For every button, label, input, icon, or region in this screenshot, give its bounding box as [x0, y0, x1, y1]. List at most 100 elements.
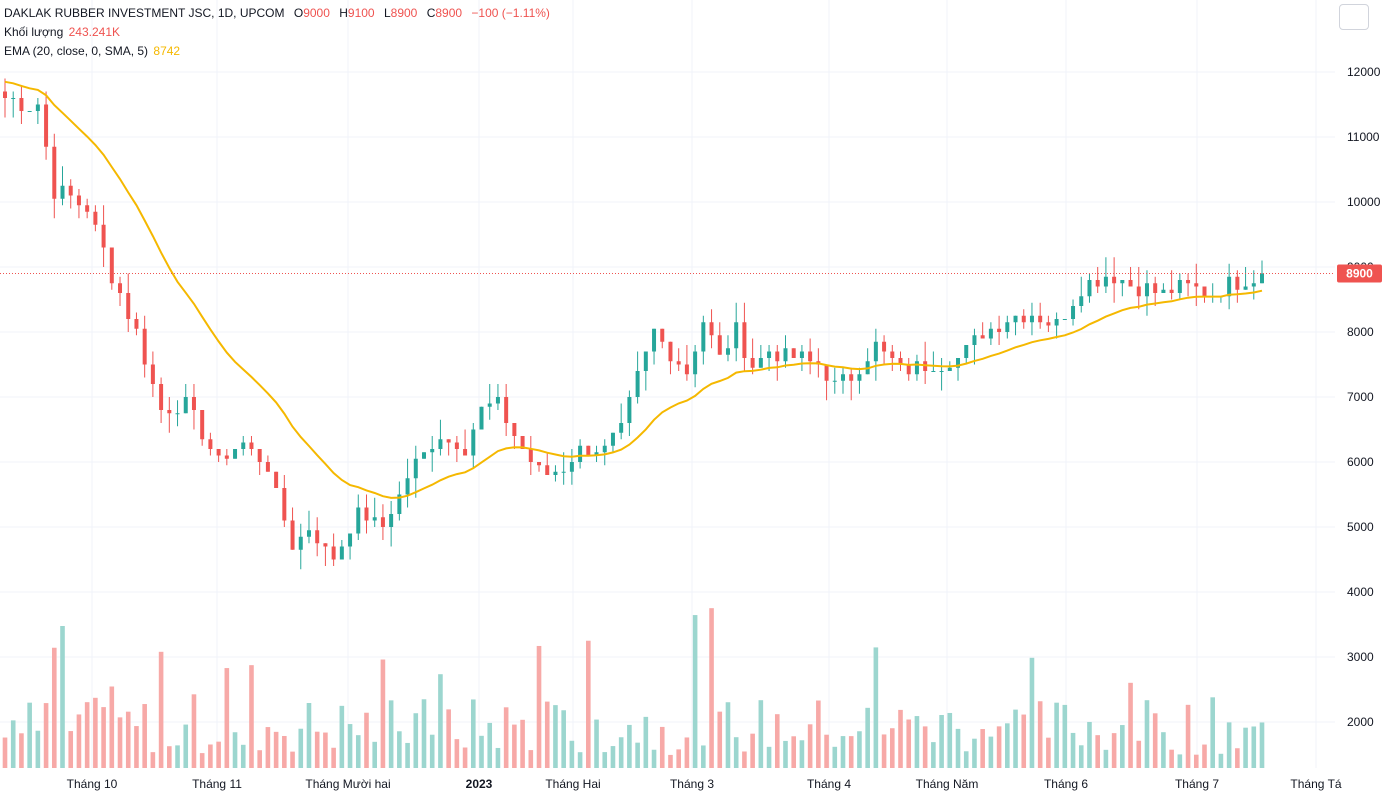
candle — [405, 478, 410, 495]
volume-bar — [1054, 702, 1059, 768]
volume-bar — [125, 711, 131, 768]
volume-bar — [725, 702, 731, 768]
candle — [849, 374, 854, 381]
candle — [348, 533, 353, 547]
volume-bar — [43, 703, 49, 768]
legend-ema: 8742 — [153, 44, 181, 58]
volume-bar — [577, 752, 583, 768]
volume-bar — [742, 751, 747, 768]
candle — [118, 283, 123, 293]
volume-bar — [1136, 740, 1142, 768]
volume-bar — [282, 735, 287, 768]
volume-bar — [397, 731, 402, 768]
candle — [964, 345, 969, 358]
volume-bar — [602, 752, 608, 768]
volume-bar — [914, 716, 920, 768]
volume-bar — [109, 686, 115, 768]
volume-bar — [1005, 723, 1010, 768]
y-tick-label: 8000 — [1347, 325, 1374, 339]
candle — [216, 449, 221, 456]
volume-bar — [298, 728, 304, 768]
candle — [734, 322, 739, 349]
x-tick-label: Tháng 7 — [1175, 777, 1219, 791]
volume-bar — [922, 726, 928, 768]
legend-high-label: H — [339, 6, 348, 20]
y-tick-label: 5000 — [1347, 520, 1374, 534]
volume-bar — [273, 731, 279, 768]
candle — [438, 439, 443, 449]
volume-bar — [306, 703, 312, 768]
candle — [1194, 283, 1199, 287]
x-tick-label: 2023 — [466, 777, 493, 791]
candle — [594, 452, 599, 456]
candle — [3, 91, 7, 98]
chart-settings-button[interactable] — [1339, 4, 1369, 30]
candle — [422, 452, 426, 459]
volume-bar — [873, 647, 879, 768]
volume-bar — [216, 741, 221, 768]
candle — [799, 351, 804, 358]
x-tick-label: Tháng 4 — [807, 777, 851, 791]
candle — [233, 449, 238, 459]
candle — [1013, 315, 1018, 323]
candle — [1169, 289, 1174, 293]
candle — [298, 536, 303, 550]
volume-bar — [1251, 726, 1257, 768]
candle — [191, 397, 196, 410]
volume-bar — [1029, 657, 1035, 768]
candle — [914, 361, 919, 375]
volume-bar — [1243, 727, 1248, 768]
volume-bar — [553, 705, 558, 768]
volume-bar — [347, 724, 353, 768]
candle — [619, 423, 624, 433]
volume-bar — [996, 726, 1002, 768]
candle — [249, 442, 254, 449]
volume-bar — [438, 674, 443, 768]
volume-bar — [1078, 745, 1084, 768]
candle — [898, 358, 903, 365]
volume-bar — [117, 717, 123, 768]
volume-bar — [1235, 748, 1240, 768]
volume-bar — [446, 709, 451, 768]
y-tick-label: 10000 — [1347, 195, 1381, 209]
volume-bar — [733, 737, 739, 768]
volume-bar — [1259, 722, 1265, 768]
candle — [1079, 296, 1084, 306]
candle — [1227, 276, 1232, 297]
candle — [380, 517, 385, 527]
candle — [857, 374, 862, 381]
candle — [44, 104, 49, 147]
candle — [701, 322, 706, 352]
legend-change: −100 (−1.11%) — [471, 6, 550, 20]
candle — [265, 462, 270, 472]
volume-bar — [405, 742, 410, 768]
y-tick-label: 11000 — [1347, 130, 1380, 144]
volume-bar — [791, 736, 797, 768]
volume-bar — [265, 727, 271, 768]
volume-bar — [331, 747, 336, 768]
candle — [750, 358, 755, 368]
candle — [274, 471, 279, 488]
volume-bar — [27, 702, 32, 768]
volume-bar — [536, 645, 542, 768]
candle — [315, 530, 320, 544]
candle — [1021, 315, 1026, 323]
candle — [1136, 286, 1141, 297]
y-tick-label: 7000 — [1347, 390, 1374, 404]
y-tick-label: 4000 — [1347, 585, 1374, 599]
candle — [389, 514, 394, 527]
candle — [1029, 315, 1034, 323]
volume-bar — [167, 746, 172, 768]
volume-bar — [339, 705, 345, 768]
legend-volume-label: Khối lượng — [4, 25, 64, 39]
legend-high: 9100 — [347, 6, 375, 20]
volume-bar — [232, 732, 238, 768]
volume-bar — [1095, 735, 1100, 768]
candle — [660, 328, 665, 342]
x-tick-label: Tháng Năm — [916, 777, 979, 791]
candle — [200, 410, 205, 440]
candle — [676, 361, 681, 365]
candle — [1005, 322, 1010, 332]
candle — [824, 364, 829, 381]
